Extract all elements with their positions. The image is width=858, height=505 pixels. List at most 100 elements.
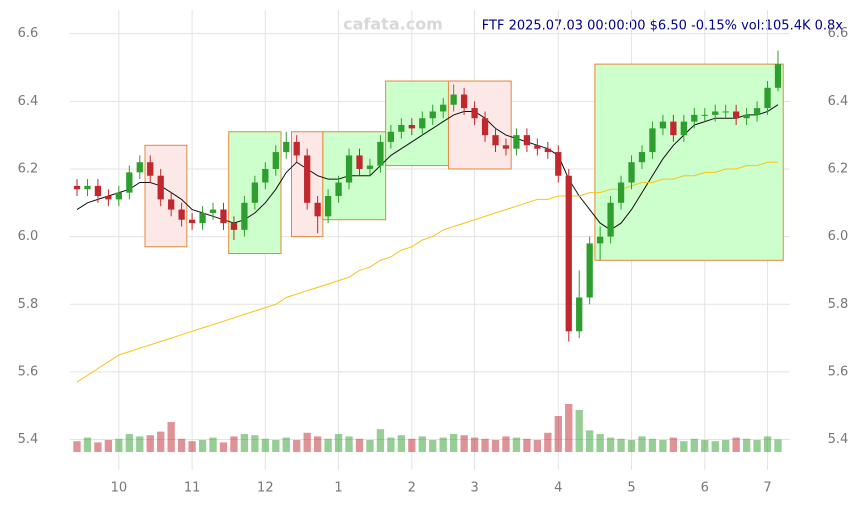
volume-bar xyxy=(408,438,416,452)
volume-bar xyxy=(209,437,217,452)
volume-bar xyxy=(481,438,489,452)
volume-bar xyxy=(449,434,458,452)
volume-bar xyxy=(188,441,196,452)
candle-body xyxy=(753,108,761,115)
candle-body xyxy=(440,104,447,112)
candle-body xyxy=(408,125,415,129)
candle-body xyxy=(586,243,593,298)
volume-bar xyxy=(701,440,709,452)
candle-body xyxy=(576,297,583,332)
volume-bar xyxy=(125,434,133,452)
y-tick-label-right: 6.4 xyxy=(828,94,849,109)
volume-bar xyxy=(753,440,761,452)
candle-body xyxy=(188,219,196,224)
y-tick-label-right: 5.8 xyxy=(828,297,849,312)
volume-bar xyxy=(198,440,207,452)
volume-bar xyxy=(565,404,573,452)
chart-title: FTF 2025.07.03 00:00:00 $6.50 -0.15% vol… xyxy=(482,19,844,34)
x-tick-label: 12 xyxy=(257,481,274,496)
volume-bar xyxy=(376,429,385,452)
volume-bar xyxy=(167,422,175,452)
candle-body xyxy=(398,125,405,132)
y-tick-label: 6.2 xyxy=(18,161,39,176)
candle-body xyxy=(513,135,520,149)
volume-bar xyxy=(104,440,113,452)
candle-body xyxy=(304,155,311,203)
x-tick-label: 1 xyxy=(334,481,342,496)
candle-body xyxy=(199,212,206,224)
candle-body xyxy=(733,111,740,119)
volume-bar xyxy=(387,437,395,452)
volume-bar xyxy=(219,442,228,452)
volume-bar xyxy=(355,438,364,452)
volume-bar xyxy=(606,437,615,452)
candle-body xyxy=(126,172,133,193)
volume-bar xyxy=(272,440,280,452)
candle-body xyxy=(377,141,384,166)
volume-bar xyxy=(366,440,374,452)
candle-body xyxy=(764,87,771,109)
volume-bar xyxy=(763,436,772,452)
y-tick-label: 5.4 xyxy=(18,432,39,447)
x-tick-label: 6 xyxy=(701,481,709,496)
y-tick-label-right: 6.0 xyxy=(828,229,849,244)
x-tick-label: 7 xyxy=(763,481,771,496)
candle-body xyxy=(659,121,667,129)
candle-body xyxy=(722,111,729,113)
candle-body xyxy=(324,196,332,217)
candle-body xyxy=(157,175,164,200)
y-tick-label-right: 5.6 xyxy=(828,364,849,379)
candle-body xyxy=(523,135,531,146)
candle-body xyxy=(272,152,279,169)
candle-body xyxy=(262,168,269,183)
volume-bar xyxy=(523,438,531,452)
candle-body xyxy=(774,64,782,88)
candle-body xyxy=(471,108,478,119)
y-tick-label-right: 6.2 xyxy=(828,161,849,176)
candle-body xyxy=(481,118,489,136)
candle-body xyxy=(147,162,154,176)
volume-bar xyxy=(586,430,594,452)
volume-bar xyxy=(429,440,437,452)
candle-body xyxy=(680,121,687,136)
x-tick-label: 5 xyxy=(627,481,635,496)
candle-body xyxy=(419,118,426,129)
candle-body xyxy=(387,131,395,142)
x-tick-label: 3 xyxy=(470,481,478,496)
volume-bar xyxy=(722,440,730,452)
zone xyxy=(447,80,512,170)
zone xyxy=(594,63,784,261)
volume-bar xyxy=(648,438,657,452)
volume-bar xyxy=(94,442,102,452)
volume-bar xyxy=(83,437,92,452)
candle-body xyxy=(293,141,300,156)
y-tick-label-right: 6.6 xyxy=(828,26,849,41)
volume-bar xyxy=(690,438,698,452)
candle-body xyxy=(345,155,353,183)
volume-bar xyxy=(397,435,406,452)
candle-body xyxy=(743,114,750,119)
volume-bar xyxy=(470,437,479,452)
candle-body xyxy=(115,192,122,200)
candle-body xyxy=(565,175,572,332)
volume-bar xyxy=(554,416,562,452)
volume-bar xyxy=(669,437,678,452)
candle-body xyxy=(638,152,646,163)
volume-bar xyxy=(345,436,353,452)
volume-bar xyxy=(659,440,667,452)
candle-body xyxy=(701,114,708,116)
y-tick-label: 6.0 xyxy=(18,229,39,244)
volume-bar xyxy=(732,437,740,452)
candle-body xyxy=(94,185,102,197)
candle-body xyxy=(596,236,604,244)
candle-body xyxy=(209,209,217,213)
candle-body xyxy=(607,202,614,237)
x-tick-label: 11 xyxy=(184,481,201,496)
volume-bar xyxy=(303,432,311,452)
candle-body xyxy=(230,223,238,230)
volume-bar xyxy=(157,431,165,452)
volume-bar xyxy=(533,440,542,452)
candle-body xyxy=(544,148,551,153)
volume-bar xyxy=(313,436,322,452)
